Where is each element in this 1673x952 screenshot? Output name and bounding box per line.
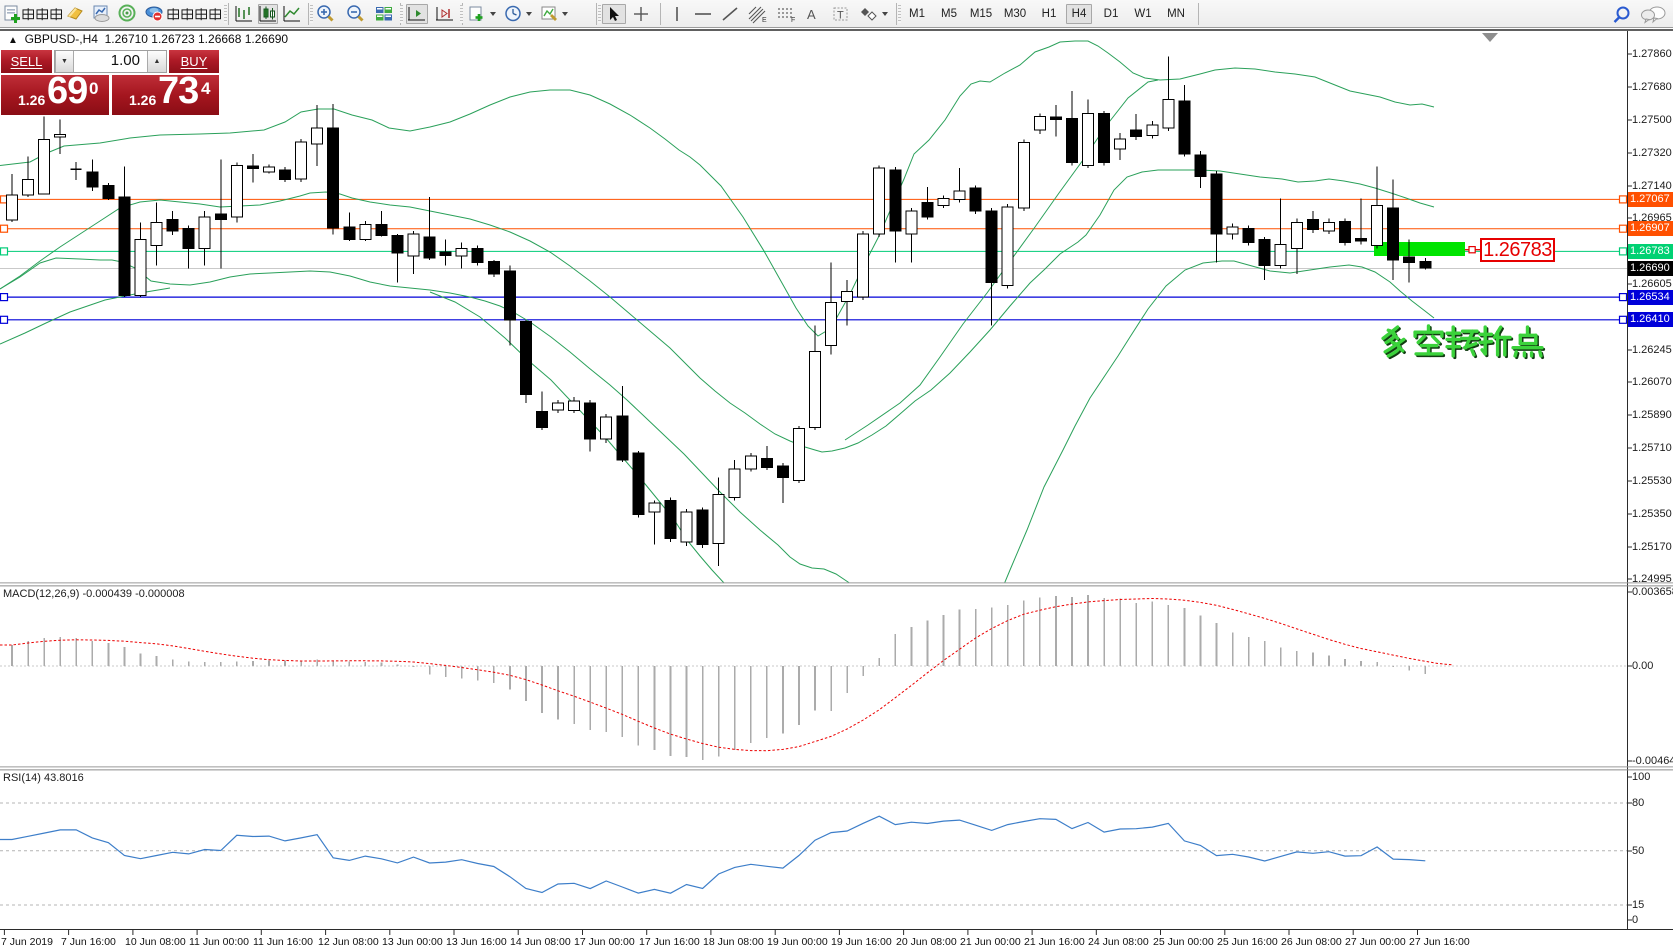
svg-text:E: E xyxy=(762,17,767,24)
svg-text:A: A xyxy=(807,7,816,22)
svg-text:T: T xyxy=(837,10,844,22)
svg-text:F: F xyxy=(791,17,795,24)
